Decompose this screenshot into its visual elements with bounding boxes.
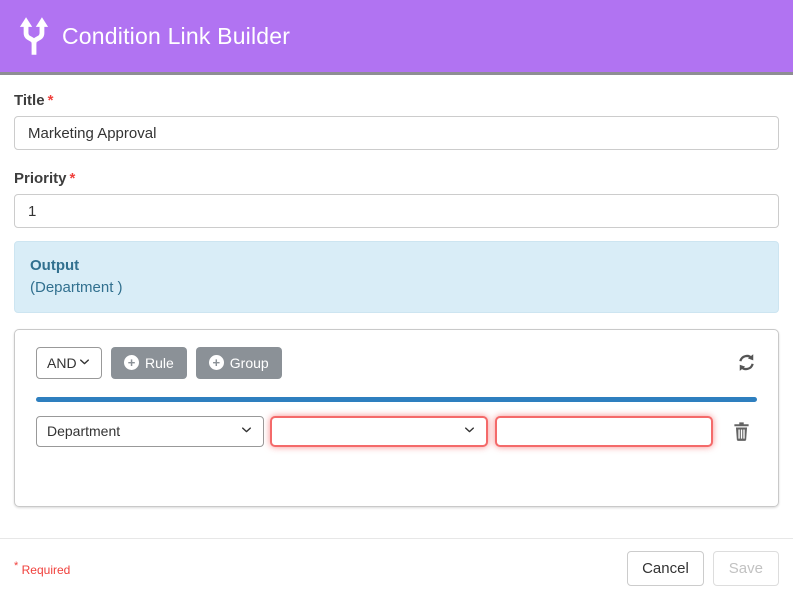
rule-value-input[interactable] [495, 415, 713, 447]
page-title: Condition Link Builder [62, 22, 291, 49]
title-input[interactable] [14, 116, 779, 150]
chevron-down-icon [240, 423, 253, 439]
priority-input[interactable] [14, 194, 779, 228]
output-value: (Department ) [30, 278, 123, 296]
save-button[interactable]: Save [712, 550, 779, 586]
rule-operator-select[interactable] [270, 415, 488, 447]
branch-split-icon [16, 16, 52, 56]
refresh-icon [736, 352, 757, 373]
footer-divider [0, 537, 793, 539]
query-builder: AND + Rule + Group D [14, 328, 779, 507]
output-panel: Output (Department ) [14, 241, 779, 313]
plus-circle-icon: + [124, 355, 139, 370]
priority-label: Priority * [14, 170, 76, 187]
chevron-down-icon [463, 423, 476, 439]
query-builder-toolbar: AND + Rule + Group [36, 346, 757, 379]
chevron-down-icon [78, 355, 91, 371]
refresh-button[interactable] [736, 352, 757, 373]
cancel-button[interactable]: Cancel [627, 550, 704, 586]
condition-select[interactable]: AND [36, 346, 102, 379]
add-group-button[interactable]: + Group [195, 346, 282, 379]
app-footer: * Required Cancel Save [0, 539, 793, 586]
output-label: Output [30, 257, 80, 274]
add-rule-button[interactable]: + Rule [111, 346, 187, 379]
app-header: Condition Link Builder [0, 0, 793, 75]
required-asterisk: * [47, 92, 54, 109]
group-header-bar [36, 396, 757, 402]
rule-field-select[interactable]: Department [36, 415, 264, 447]
rule-row: Department [36, 415, 757, 447]
delete-rule-button[interactable] [732, 421, 751, 442]
required-note: * Required [14, 559, 71, 577]
required-asterisk: * [69, 170, 76, 187]
trash-icon [732, 421, 751, 442]
title-label: Title * [14, 92, 54, 109]
plus-circle-icon: + [208, 355, 224, 370]
